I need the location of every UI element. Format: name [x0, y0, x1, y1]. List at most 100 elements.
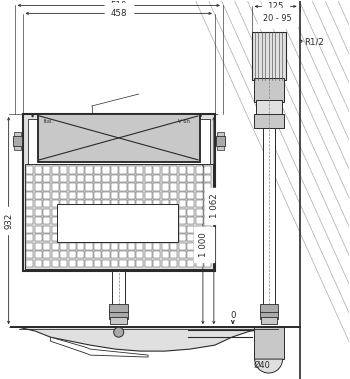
Bar: [300, 2, 349, 379]
Bar: [26, 251, 33, 258]
Text: Ø40: Ø40: [254, 360, 271, 370]
Bar: [136, 243, 144, 250]
Bar: [187, 243, 194, 250]
Bar: [26, 192, 33, 199]
Bar: [43, 175, 50, 182]
Bar: [204, 183, 211, 191]
Bar: [254, 114, 284, 128]
Bar: [128, 209, 135, 216]
Bar: [204, 175, 211, 182]
Bar: [170, 251, 177, 258]
Bar: [51, 175, 59, 182]
Bar: [69, 243, 76, 250]
Bar: [187, 192, 194, 199]
Bar: [26, 217, 33, 224]
Bar: [103, 200, 110, 207]
Bar: [85, 234, 93, 241]
Bar: [204, 166, 211, 174]
Bar: [196, 209, 203, 216]
Bar: [94, 226, 101, 233]
Bar: [110, 317, 127, 324]
Bar: [196, 260, 203, 267]
Bar: [204, 260, 211, 267]
Bar: [60, 175, 67, 182]
Bar: [111, 166, 118, 174]
Bar: [26, 209, 33, 216]
Bar: [128, 251, 135, 258]
Bar: [94, 251, 101, 258]
Bar: [51, 217, 59, 224]
Bar: [69, 251, 76, 258]
Bar: [103, 260, 110, 267]
Bar: [103, 183, 110, 191]
Bar: [35, 260, 42, 267]
Bar: [51, 226, 59, 233]
Bar: [254, 78, 284, 102]
Bar: [170, 200, 177, 207]
Bar: [153, 166, 160, 174]
Bar: [43, 183, 50, 191]
Bar: [170, 226, 177, 233]
Bar: [196, 200, 203, 207]
Bar: [204, 234, 211, 241]
Bar: [153, 192, 160, 199]
Text: Ital.: Ital.: [43, 119, 54, 124]
Bar: [170, 192, 177, 199]
Bar: [94, 243, 101, 250]
Bar: [94, 166, 101, 174]
Polygon shape: [19, 327, 278, 351]
Bar: [196, 166, 203, 174]
Bar: [196, 226, 203, 233]
Bar: [60, 192, 67, 199]
Bar: [13, 136, 22, 146]
Bar: [111, 192, 118, 199]
Bar: [153, 243, 160, 250]
Text: 932: 932: [4, 212, 13, 229]
Bar: [111, 183, 118, 191]
Bar: [145, 226, 152, 233]
Bar: [60, 260, 67, 267]
Bar: [26, 175, 33, 182]
Bar: [187, 209, 194, 216]
Bar: [119, 183, 127, 191]
Text: 458: 458: [111, 9, 127, 18]
Bar: [178, 192, 186, 199]
Bar: [119, 251, 127, 258]
Bar: [187, 251, 194, 258]
Bar: [136, 251, 144, 258]
Bar: [162, 183, 169, 191]
Bar: [28, 119, 210, 266]
Bar: [128, 226, 135, 233]
Bar: [35, 166, 42, 174]
Bar: [111, 260, 118, 267]
Bar: [35, 192, 42, 199]
Text: 510: 510: [111, 1, 127, 10]
Bar: [262, 78, 275, 312]
Bar: [94, 192, 101, 199]
Bar: [204, 251, 211, 258]
Bar: [103, 192, 110, 199]
Bar: [136, 209, 144, 216]
Bar: [196, 243, 203, 250]
Bar: [170, 166, 177, 174]
Bar: [145, 183, 152, 191]
Bar: [136, 260, 144, 267]
Bar: [256, 100, 282, 116]
Text: 0: 0: [230, 311, 236, 320]
Bar: [35, 217, 42, 224]
Bar: [260, 311, 278, 319]
Bar: [145, 192, 152, 199]
Bar: [187, 226, 194, 233]
Bar: [145, 251, 152, 258]
Bar: [26, 234, 33, 241]
Bar: [77, 251, 84, 258]
Bar: [51, 183, 59, 191]
Bar: [35, 226, 42, 233]
Bar: [145, 209, 152, 216]
Bar: [69, 260, 76, 267]
Bar: [51, 243, 59, 250]
Bar: [145, 166, 152, 174]
Bar: [85, 209, 93, 216]
Bar: [103, 175, 110, 182]
Bar: [60, 166, 67, 174]
